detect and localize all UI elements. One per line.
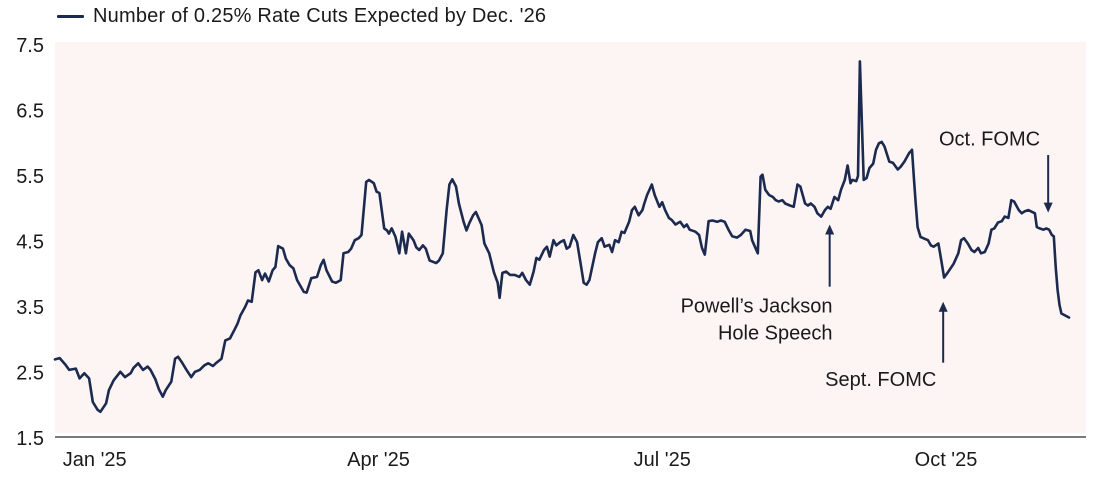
annotation-text-jackson-hole: Hole Speech bbox=[718, 323, 833, 345]
y-tick-label: 1.5 bbox=[16, 428, 44, 450]
x-tick-label: Oct '25 bbox=[915, 449, 978, 471]
annotation-arrowhead-jackson-hole bbox=[825, 224, 835, 235]
y-tick-label: 2.5 bbox=[16, 363, 44, 385]
annotation-text-sept-fomc: Sept. FOMC bbox=[825, 369, 936, 391]
y-tick-label: 5.5 bbox=[16, 166, 44, 188]
annotation-text-jackson-hole: Powell’s Jackson bbox=[681, 296, 833, 318]
annotation-arrowhead-oct-fomc bbox=[1043, 202, 1053, 213]
y-tick-label: 6.5 bbox=[16, 101, 44, 123]
legend-line-swatch bbox=[57, 15, 84, 18]
annotation-arrowhead-sept-fomc bbox=[938, 301, 948, 312]
y-tick-label: 4.5 bbox=[16, 232, 44, 254]
y-tick-label: 7.5 bbox=[16, 35, 44, 57]
x-tick-label: Jan '25 bbox=[63, 449, 127, 471]
legend: Number of 0.25% Rate Cuts Expected by De… bbox=[57, 5, 546, 28]
series-line-rate-cuts bbox=[53, 60, 1071, 414]
x-tick-label: Apr '25 bbox=[347, 449, 410, 471]
plot-area bbox=[55, 42, 1086, 433]
annotation-text-oct-fomc: Oct. FOMC bbox=[939, 129, 1040, 151]
x-tick-label: Jul '25 bbox=[634, 449, 691, 471]
y-tick-label: 3.5 bbox=[16, 297, 44, 319]
legend-label: Number of 0.25% Rate Cuts Expected by De… bbox=[93, 5, 547, 27]
